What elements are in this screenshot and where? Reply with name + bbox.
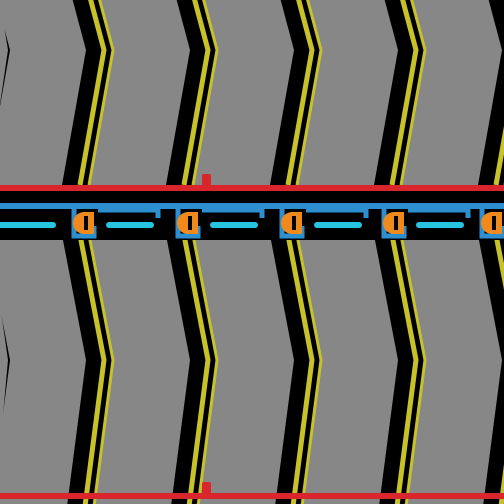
- panel-lower: [0, 304, 8, 448]
- orange-connector: [481, 212, 502, 234]
- panel-upper: [90, 0, 190, 185]
- panel-lower: [298, 235, 398, 504]
- panel-lower: [194, 235, 294, 504]
- connector-slot: [394, 216, 398, 230]
- cyan-dash: [416, 222, 464, 228]
- yellow-stripe: [181, 234, 211, 504]
- panel-lower: [402, 235, 502, 504]
- yellow-stripe: [77, 234, 107, 504]
- cyan-dash: [106, 222, 154, 228]
- panel-upper: [194, 0, 294, 185]
- cyan-dash: [314, 222, 362, 228]
- connector-slot: [188, 216, 192, 230]
- panel-upper: [0, 0, 86, 185]
- yellow-stripe: [389, 0, 419, 186]
- yellow-stripe: [181, 0, 211, 186]
- panel-upper: [402, 0, 502, 185]
- yellow-stripe-inner: [295, 234, 323, 504]
- yellow-stripe-inner: [87, 234, 115, 504]
- rail-notch: [202, 482, 211, 494]
- yellow-stripe: [285, 234, 315, 504]
- rail-notch: [202, 174, 211, 186]
- orange-connector: [177, 212, 198, 234]
- yellow-stripe-inner: [87, 0, 115, 186]
- yellow-stripe-inner: [191, 0, 219, 186]
- connector-slot: [84, 216, 88, 230]
- cyan-dash: [210, 222, 258, 228]
- yellow-stripe-inner: [295, 0, 323, 186]
- yellow-stripe-inner: [399, 234, 427, 504]
- yellow-stripe: [285, 0, 315, 186]
- stripe-layer: [77, 0, 504, 504]
- connector-slot: [292, 216, 296, 230]
- panel-lower: [0, 235, 86, 504]
- orange-connector: [73, 212, 94, 234]
- yellow-stripe: [389, 234, 419, 504]
- yellow-stripe: [77, 0, 107, 186]
- panel-lower: [90, 235, 190, 504]
- red-rail: [0, 185, 504, 191]
- panel-upper: [298, 0, 398, 185]
- cyan-dash: [0, 222, 56, 228]
- track-layer: [0, 200, 504, 240]
- yellow-stripe-inner: [399, 0, 427, 186]
- yellow-stripe-inner: [191, 234, 219, 504]
- red-rail: [0, 493, 504, 499]
- connector-slot: [492, 216, 496, 230]
- orange-connector: [281, 212, 302, 234]
- panel-upper: [0, 2, 8, 104]
- rail-layer: [0, 174, 504, 499]
- orange-connector: [383, 212, 404, 234]
